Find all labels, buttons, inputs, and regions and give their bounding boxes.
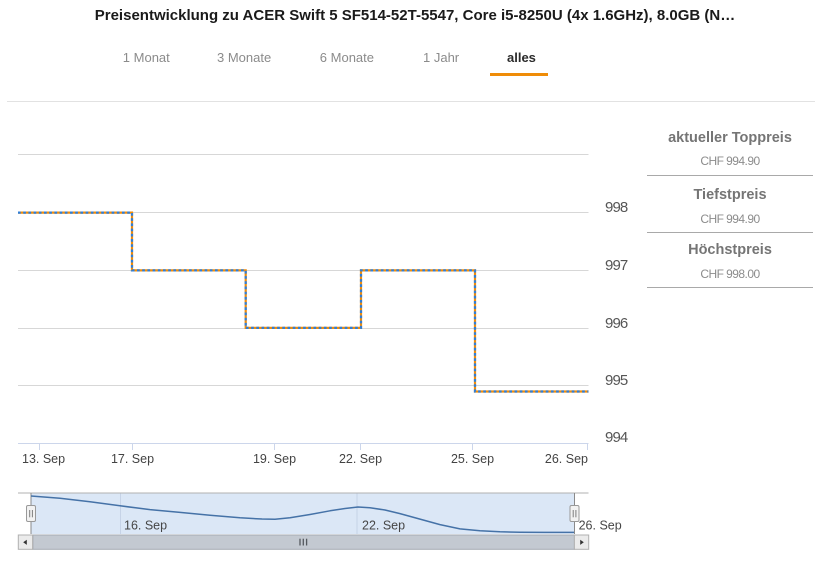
- svg-text:22. Sep: 22. Sep: [339, 452, 382, 466]
- svg-text:25. Sep: 25. Sep: [451, 452, 494, 466]
- svg-text:22. Sep: 22. Sep: [362, 519, 405, 533]
- svg-text:996: 996: [605, 315, 628, 332]
- svg-text:995: 995: [605, 372, 628, 389]
- svg-text:994: 994: [605, 429, 628, 446]
- svg-text:26. Sep: 26. Sep: [545, 452, 588, 466]
- svg-text:19. Sep: 19. Sep: [253, 452, 296, 466]
- svg-text:26. Sep: 26. Sep: [579, 519, 622, 533]
- svg-text:17. Sep: 17. Sep: [111, 452, 154, 466]
- svg-text:13. Sep: 13. Sep: [22, 452, 65, 466]
- svg-text:997: 997: [605, 257, 628, 274]
- svg-text:16. Sep: 16. Sep: [124, 519, 167, 533]
- svg-text:998: 998: [605, 199, 628, 216]
